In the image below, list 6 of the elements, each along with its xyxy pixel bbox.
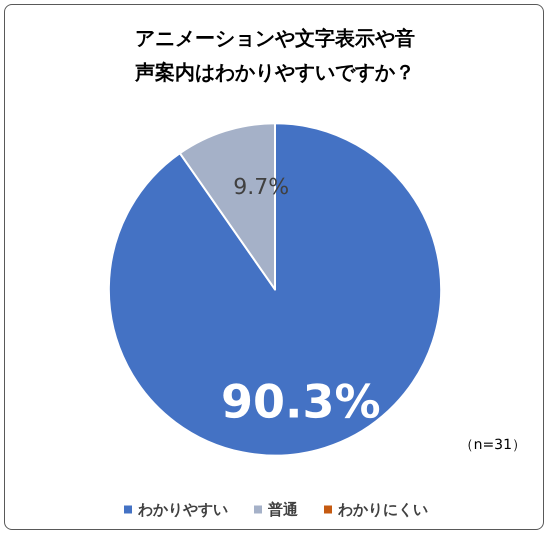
chart-title: アニメーションや文字表示や音声案内はわかりやすいですか？ [134,26,415,84]
legend-label: わかりやすい [137,500,228,518]
legend-label: 普通 [267,500,299,518]
legend-label: わかりにくい [337,500,428,518]
data-label: 90.3% [221,374,381,429]
text: （n=31） [460,437,526,453]
